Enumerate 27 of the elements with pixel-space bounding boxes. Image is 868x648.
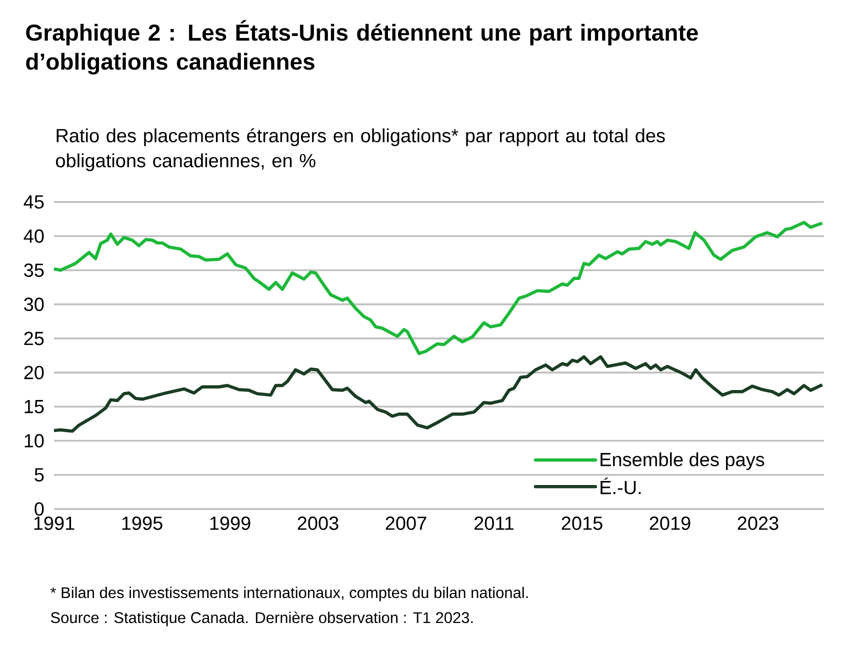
x-tick-label: 2015: [562, 516, 602, 530]
y-tick-label: 30: [24, 298, 44, 312]
x-tick-label: 1995: [122, 516, 162, 530]
x-tick-label: 2003: [298, 516, 338, 530]
y-tick-label: 0: [34, 502, 44, 516]
legend-label: É.-U.: [600, 478, 641, 494]
line-series: [52, 355, 824, 433]
y-tick-label: 45: [24, 195, 44, 209]
chart-title: Graphique 2 : Les États-Unis détiennent une part importante d’obligations canadiennes: [26, 20, 698, 74]
text: * Bilan des investissements internationaux, comptes du bilan national.: [50, 586, 528, 602]
y-tick-label: 35: [24, 263, 44, 277]
legend-label: Ensemble des pays: [600, 452, 764, 470]
x-tick-label: 1991: [34, 516, 74, 530]
y-tick-label: 10: [24, 434, 44, 448]
y-tick-label: 40: [24, 229, 44, 243]
x-tick-label: 1999: [210, 516, 250, 530]
y-tick-label: 5: [34, 468, 44, 482]
source-note: Source : Statistique Canada. Dernière observation : T1 2023.: [50, 612, 473, 626]
y-axis-title: Ratio des placements étrangers en obligations* par rapport au total des obligations canadiennes, en %: [56, 128, 665, 172]
line-series: [52, 220, 824, 356]
x-tick-label: 2007: [386, 516, 426, 530]
x-tick-label: 2019: [650, 516, 690, 530]
x-tick-label: 2011: [474, 516, 514, 530]
x-tick-label: 2023: [738, 516, 778, 530]
y-tick-label: 20: [24, 366, 44, 380]
y-tick-label: 25: [24, 332, 44, 346]
y-tick-label: 15: [24, 400, 44, 414]
